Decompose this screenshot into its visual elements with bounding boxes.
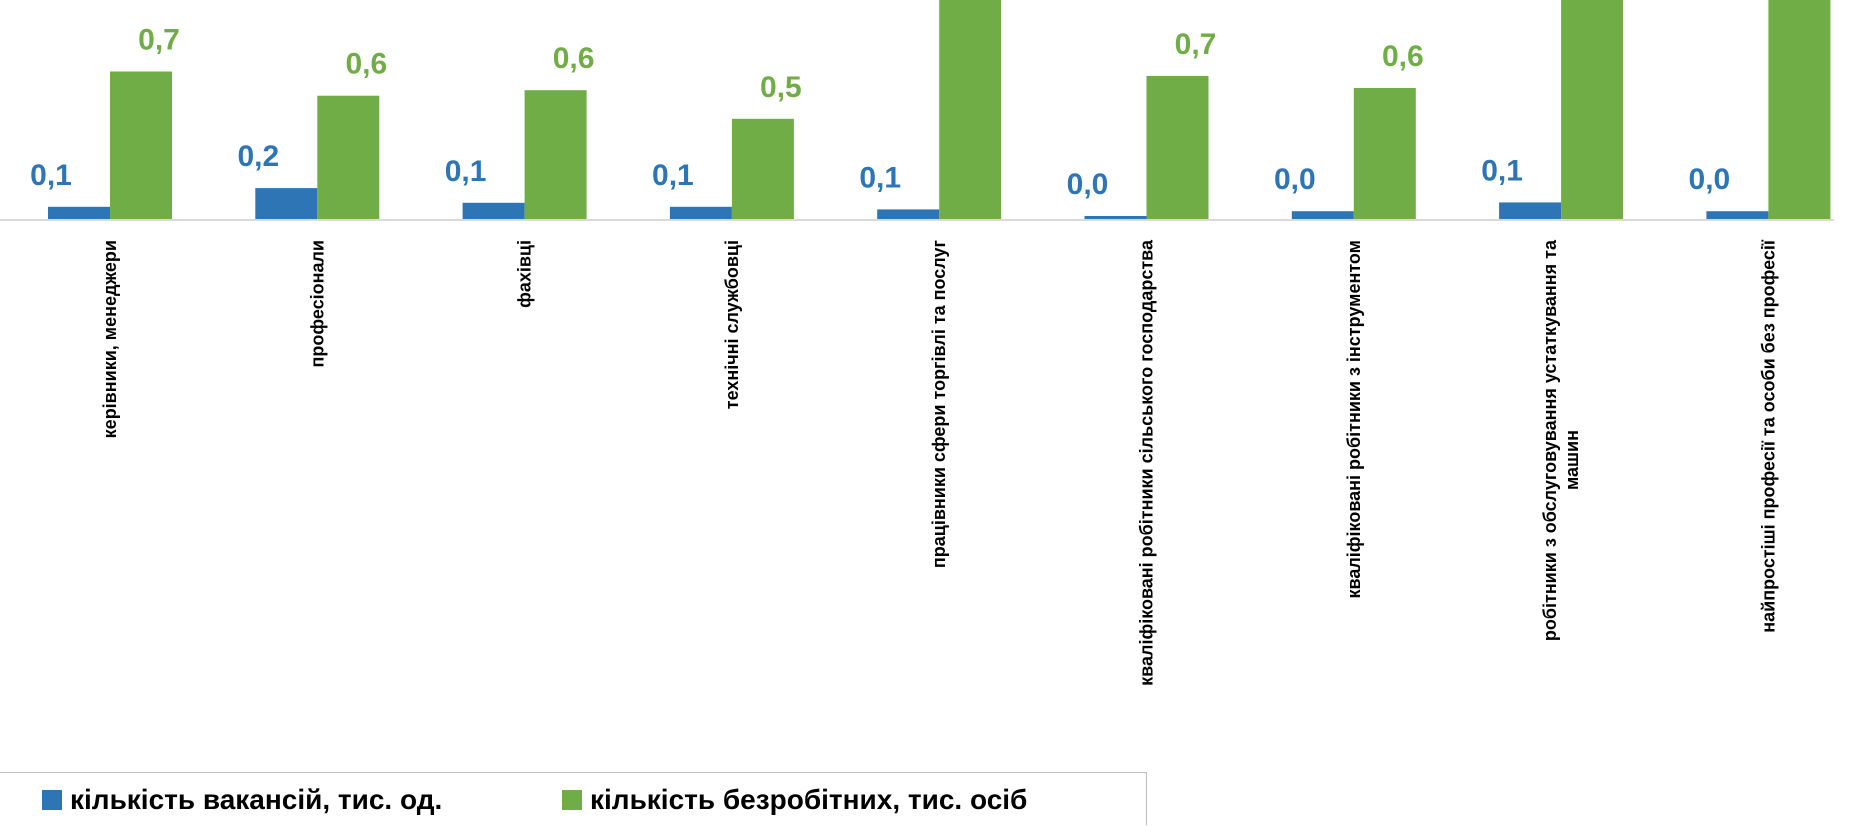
value-label-vacancies-6: 0,0 xyxy=(1274,163,1316,196)
bar-unemployed-5 xyxy=(1146,75,1209,221)
value-label-vacancies-1: 0,2 xyxy=(237,140,279,173)
category-label-3: технічні службовці xyxy=(722,240,742,409)
value-label-unemployed-5: 0,7 xyxy=(1175,28,1217,61)
value-label-vacancies-8: 0,0 xyxy=(1689,163,1731,196)
legend: кількість вакансій, тис. од. кількість б… xyxy=(0,772,1147,825)
bar-vacancies-7 xyxy=(1499,202,1562,220)
bar-unemployed-3 xyxy=(731,118,794,220)
category-label-line-5-0: кваліфіковані робітники сільського госпо… xyxy=(1137,239,1157,686)
category-label-7: робітники з обслуговування устаткування … xyxy=(1540,239,1582,641)
value-label-unemployed-2: 0,6 xyxy=(553,42,595,75)
bar-unemployed-4 xyxy=(939,0,1002,220)
category-label-8: найпростіші професії та особи без профес… xyxy=(1758,239,1778,633)
bar-unemployed-6 xyxy=(1353,88,1416,220)
legend-item-vacancies: кількість вакансій, тис. од. xyxy=(42,773,442,826)
bar-vacancies-4 xyxy=(877,209,940,220)
value-label-unemployed-0: 0,7 xyxy=(138,24,180,57)
value-label-unemployed-3: 0,5 xyxy=(760,71,802,104)
category-label-0: керівники, менеджери xyxy=(100,240,120,438)
value-label-vacancies-3: 0,1 xyxy=(652,159,694,192)
category-label-line-2-0: фахівці xyxy=(515,240,535,308)
legend-item-unemployed: кількість безробітних, тис. осіб xyxy=(562,773,1027,826)
value-label-vacancies-2: 0,1 xyxy=(445,155,487,188)
value-label-vacancies-4: 0,1 xyxy=(859,161,901,194)
bar-unemployed-8 xyxy=(1768,0,1831,220)
category-label-line-4-0: працівники сфери торгівлі та послуг xyxy=(929,240,949,569)
legend-swatch-vacancies xyxy=(42,789,62,810)
bar-unemployed-2 xyxy=(524,90,587,220)
category-labels-layer: керівники, менеджери професіонали фахівці т… xyxy=(100,239,1778,686)
category-label-line-7-1: машин xyxy=(1562,430,1582,490)
category-label-2: фахівці xyxy=(515,240,535,308)
category-label-line-3-0: технічні службовці xyxy=(722,240,742,409)
bars-layer xyxy=(48,0,1831,221)
bar-vacancies-8 xyxy=(1706,211,1769,220)
bar-vacancies-6 xyxy=(1291,211,1354,220)
legend-swatch-unemployed xyxy=(562,789,582,810)
category-label-6: кваліфіковані робітники з інструментом xyxy=(1344,240,1364,598)
category-label-line-1-0: професіонали xyxy=(307,240,327,368)
bar-vacancies-2 xyxy=(462,202,525,220)
value-label-unemployed-6: 0,6 xyxy=(1382,40,1424,73)
bar-unemployed-1 xyxy=(317,95,380,220)
legend-label-vacancies: кількість вакансій, тис. од. xyxy=(70,783,443,815)
bar-vacancies-0 xyxy=(48,206,110,220)
category-label-5: кваліфіковані робітники сільського госпо… xyxy=(1137,239,1157,686)
bar-unemployed-7 xyxy=(1561,0,1624,220)
value-label-vacancies-0: 0,1 xyxy=(30,159,72,192)
category-label-line-0-0: керівники, менеджери xyxy=(100,240,120,438)
bar-vacancies-3 xyxy=(669,206,732,220)
category-label-4: працівники сфери торгівлі та послуг xyxy=(929,240,949,569)
category-label-1: професіонали xyxy=(307,240,327,368)
category-label-line-6-0: кваліфіковані робітники з інструментом xyxy=(1344,240,1364,598)
value-label-unemployed-1: 0,6 xyxy=(345,48,387,81)
category-label-line-7-0: робітники з обслуговування устаткування … xyxy=(1540,239,1560,641)
category-label-line-8-0: найпростіші професії та особи без профес… xyxy=(1758,239,1778,633)
bar-vacancies-1 xyxy=(255,188,318,220)
value-label-vacancies-5: 0,0 xyxy=(1067,168,1109,201)
value-label-vacancies-7: 0,1 xyxy=(1481,154,1523,187)
bar-vacancies-5 xyxy=(1084,216,1147,220)
bar-unemployed-0 xyxy=(110,71,172,220)
value-labels-layer: 0,1 0,7 0,2 0,6 0,1 0,6 0,1 0,5 0,1 0,0 0,7 0,0 0,6 0… xyxy=(30,24,1730,202)
legend-label-unemployed: кількість безробітних, тис. осіб xyxy=(590,783,1028,815)
